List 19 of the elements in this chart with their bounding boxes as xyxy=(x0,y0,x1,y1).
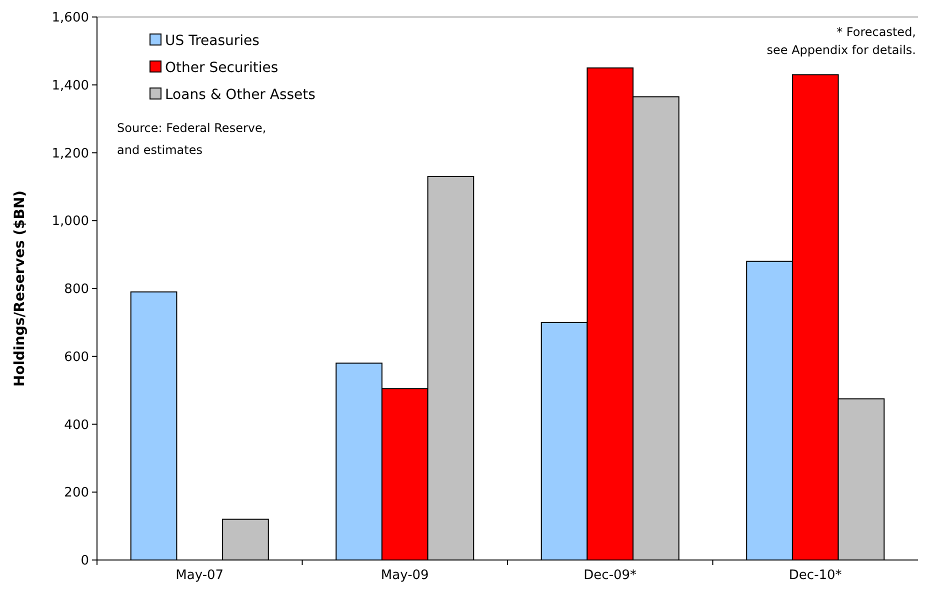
y-tick-label: 1,600 xyxy=(52,10,89,26)
y-tick-label: 400 xyxy=(64,418,89,433)
legend-label: Loans & Other Assets xyxy=(165,86,316,103)
annotation: * Forecasted, see Appendix for details. xyxy=(766,25,916,57)
y-axis-title: Holdings/Reserves ($BN) xyxy=(12,190,28,387)
y-tick-label: 0 xyxy=(80,554,89,569)
legend-label: US Treasuries xyxy=(165,32,260,49)
y-tick-label: 200 xyxy=(64,486,89,501)
x-tick-label: Dec-09* xyxy=(584,568,638,583)
legend-label: Other Securities xyxy=(165,60,278,76)
y-tick-label: 1,000 xyxy=(52,214,89,230)
x-tick-label: May-07 xyxy=(176,568,224,583)
y-tick-label: 600 xyxy=(64,350,89,365)
x-tick-label: May-09 xyxy=(380,568,429,583)
annotation: Source: Federal Reserve, and estimates xyxy=(117,121,266,157)
y-tick-label: 1,400 xyxy=(52,78,89,94)
y-tick-label: 1,200 xyxy=(52,146,89,162)
y-tick-label: 800 xyxy=(64,282,89,298)
x-tick-label: Dec-10* xyxy=(788,568,842,583)
